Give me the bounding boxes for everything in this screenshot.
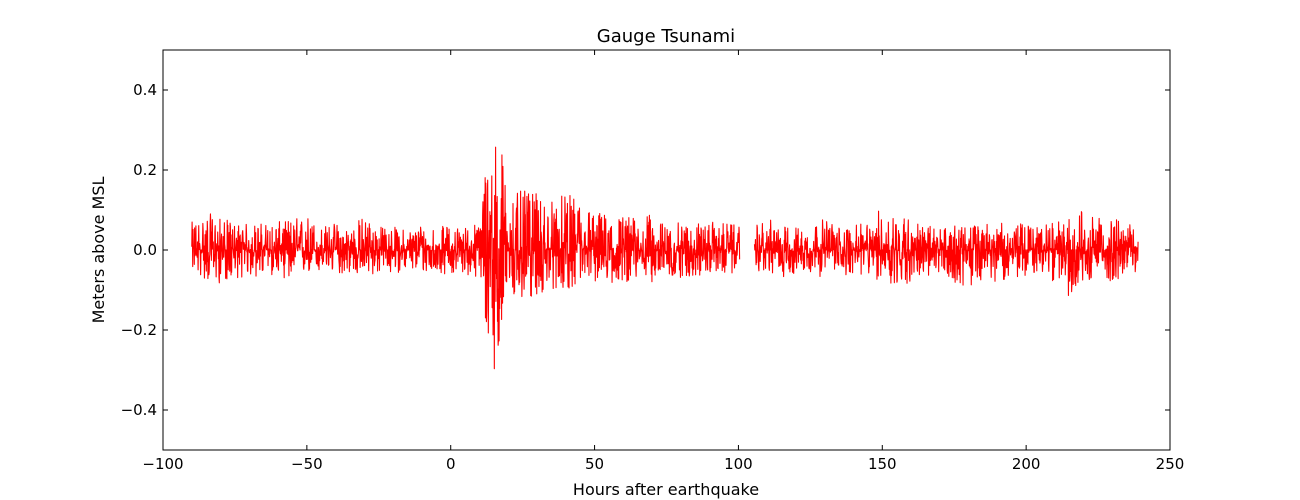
x-tick-label: 100 <box>724 455 753 473</box>
plot-area <box>162 49 1171 451</box>
x-tick-label: 200 <box>1012 455 1041 473</box>
y-axis-label: Meters above MSL <box>89 177 108 324</box>
y-tick-label: −0.2 <box>121 321 157 339</box>
x-tick-label: 250 <box>1156 455 1185 473</box>
x-tick-label: 50 <box>585 455 604 473</box>
y-tick-label: 0.0 <box>133 241 157 259</box>
x-axis-label: Hours after earthquake <box>573 480 759 499</box>
y-axis: −0.4 −0.2 0.0 0.2 0.4 <box>121 81 1170 419</box>
x-tick-label: −100 <box>142 455 183 473</box>
y-tick-label: 0.2 <box>133 161 157 179</box>
series-line-gauge <box>191 146 1139 370</box>
y-tick-label: 0.4 <box>133 81 157 99</box>
y-tick-label: −0.4 <box>121 401 157 419</box>
x-tick-label: −50 <box>291 455 323 473</box>
x-tick-label: 0 <box>446 455 456 473</box>
x-tick-label: 150 <box>868 455 897 473</box>
chart-title: Gauge Tsunami <box>597 26 735 47</box>
x-axis: −100 −50 0 50 100 150 200 250 <box>142 50 1184 473</box>
